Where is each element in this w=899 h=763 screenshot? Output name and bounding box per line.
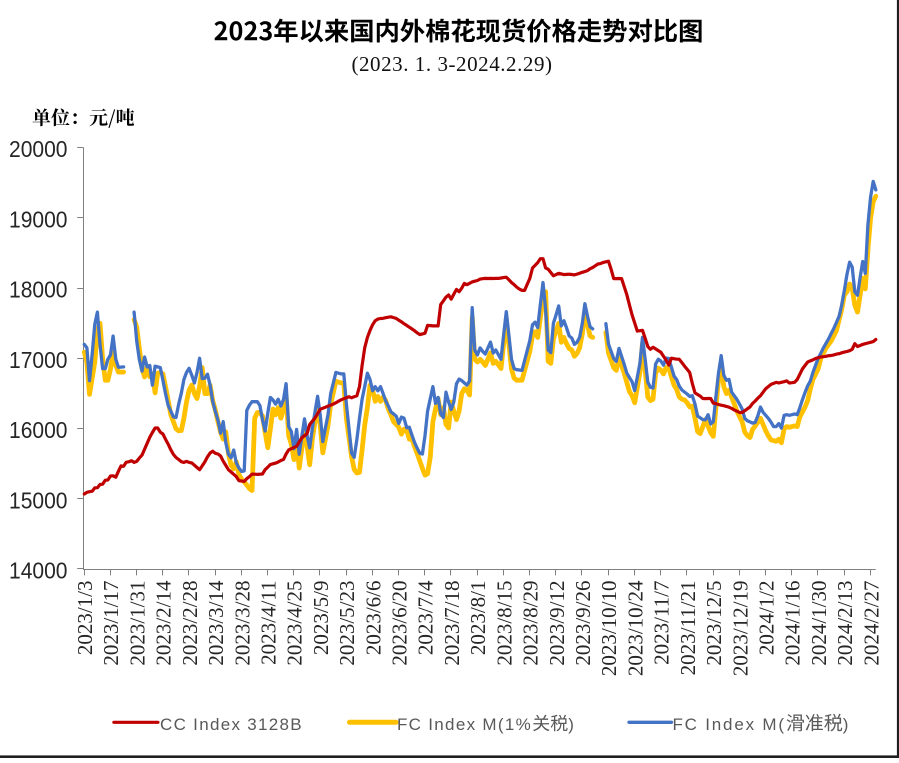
svg-text:2023/7/4: 2023/7/4 bbox=[414, 580, 438, 655]
svg-text:): ) bbox=[568, 715, 574, 734]
svg-text:15000: 15000 bbox=[9, 487, 68, 513]
svg-text:2023/12/5: 2023/12/5 bbox=[702, 581, 726, 666]
svg-text:2023/8/29: 2023/8/29 bbox=[519, 581, 543, 666]
svg-text:2023/9/12: 2023/9/12 bbox=[545, 581, 569, 666]
svg-text:2023/12/19: 2023/12/19 bbox=[728, 581, 752, 677]
svg-text:2024/1/16: 2024/1/16 bbox=[781, 581, 805, 666]
svg-text:2023/8/1: 2023/8/1 bbox=[466, 581, 490, 656]
svg-text:18000: 18000 bbox=[9, 277, 68, 303]
svg-text:2023/3/14: 2023/3/14 bbox=[204, 580, 228, 666]
svg-text:2024/1/2: 2024/1/2 bbox=[754, 581, 778, 656]
svg-text:20000: 20000 bbox=[9, 136, 68, 162]
svg-text:2024/2/27: 2024/2/27 bbox=[859, 581, 883, 666]
svg-text:(2023. 1. 3-2024.2.29): (2023. 1. 3-2024.2.29) bbox=[351, 52, 552, 76]
svg-text:2023/11/7: 2023/11/7 bbox=[650, 581, 674, 665]
svg-text:2024/1/30: 2024/1/30 bbox=[807, 581, 831, 666]
svg-text:2023/4/11: 2023/4/11 bbox=[256, 581, 280, 665]
svg-text:2023/6/6: 2023/6/6 bbox=[361, 581, 385, 656]
svg-text:2023/10/24: 2023/10/24 bbox=[623, 580, 647, 676]
svg-text:16000: 16000 bbox=[9, 417, 68, 443]
svg-text:2023/6/20: 2023/6/20 bbox=[388, 581, 412, 666]
svg-text:2023/3/28: 2023/3/28 bbox=[230, 581, 254, 666]
svg-text:2023/7/18: 2023/7/18 bbox=[440, 581, 464, 666]
svg-text:2023/9/26: 2023/9/26 bbox=[571, 581, 595, 666]
svg-text:2023/1/31: 2023/1/31 bbox=[125, 581, 149, 666]
svg-text:FC Index M(1%: FC Index M(1% bbox=[397, 715, 532, 734]
svg-text:FC Index M(: FC Index M( bbox=[673, 715, 786, 734]
svg-text:): ) bbox=[843, 715, 849, 734]
svg-text:2023/4/25: 2023/4/25 bbox=[283, 581, 307, 666]
svg-text:2023/1/17: 2023/1/17 bbox=[99, 581, 123, 666]
svg-text:CC Index 3128B: CC Index 3128B bbox=[160, 715, 303, 734]
svg-text:2024/2/13: 2024/2/13 bbox=[833, 581, 857, 666]
svg-text:2023/8/15: 2023/8/15 bbox=[492, 581, 516, 666]
svg-text:2023/5/9: 2023/5/9 bbox=[309, 581, 333, 656]
svg-text:2023/10/10: 2023/10/10 bbox=[597, 581, 621, 677]
svg-text:2023/1/3: 2023/1/3 bbox=[73, 581, 97, 656]
svg-text:17000: 17000 bbox=[9, 347, 68, 373]
svg-text:2023/5/23: 2023/5/23 bbox=[335, 581, 359, 666]
svg-text:2023/2/28: 2023/2/28 bbox=[178, 581, 202, 666]
svg-text:19000: 19000 bbox=[9, 206, 68, 232]
svg-text:2023/11/21: 2023/11/21 bbox=[676, 581, 700, 676]
svg-text:14000: 14000 bbox=[9, 558, 68, 584]
svg-text:2023/2/14: 2023/2/14 bbox=[152, 580, 176, 666]
